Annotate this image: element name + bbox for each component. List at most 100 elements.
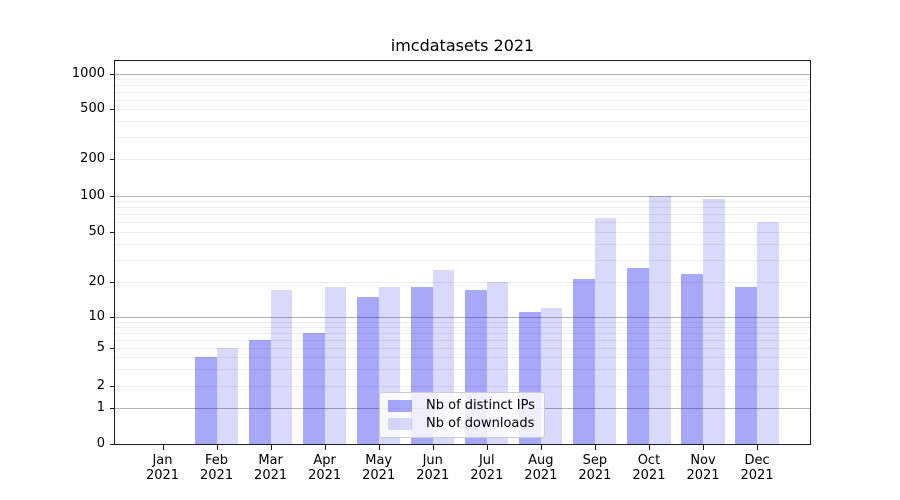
y-axis-tick-mark bbox=[109, 282, 114, 283]
bar-distinct-ips bbox=[681, 274, 703, 444]
bar-distinct-ips bbox=[249, 339, 271, 444]
legend: Nb of distinct IPs Nb of downloads bbox=[379, 392, 545, 438]
y-axis-tick-mark bbox=[109, 159, 114, 160]
x-tick-month: Dec bbox=[744, 453, 770, 468]
gridline-minor bbox=[115, 100, 810, 101]
y-axis-tick-mark bbox=[109, 347, 114, 349]
x-axis-tick-mark bbox=[594, 445, 596, 450]
bar-downloads bbox=[540, 308, 563, 444]
bar-downloads bbox=[703, 198, 725, 444]
x-axis-tick-mark bbox=[432, 445, 434, 450]
x-axis-tick-mark bbox=[540, 445, 542, 450]
gridline-major bbox=[115, 74, 810, 75]
y-axis-tick-mark bbox=[109, 408, 114, 410]
y-axis-tick-label: 1000 bbox=[71, 66, 105, 81]
bar-downloads bbox=[757, 222, 779, 444]
y-axis-tick-label: 1 bbox=[96, 400, 105, 416]
gridline-minor bbox=[115, 339, 810, 341]
bar-downloads bbox=[594, 218, 617, 444]
plot-area bbox=[114, 60, 811, 445]
y-axis-tick-mark bbox=[109, 74, 114, 75]
gridline-major bbox=[115, 317, 810, 319]
x-axis-tick-label: Mar 2021 bbox=[240, 453, 302, 483]
bar-downloads bbox=[216, 347, 239, 444]
x-tick-month: Jun bbox=[422, 453, 443, 468]
x-tick-month: Mar bbox=[258, 453, 283, 468]
legend-item-distinct-ips: Nb of distinct IPs bbox=[388, 398, 536, 414]
gridline-minor bbox=[115, 137, 810, 138]
x-axis-tick-label: Sep 2021 bbox=[564, 453, 626, 483]
bar-distinct-ips bbox=[303, 332, 325, 444]
gridline-minor bbox=[115, 282, 810, 283]
y-axis-tick-label: 0 bbox=[96, 436, 105, 451]
x-tick-month: Aug bbox=[528, 453, 554, 468]
x-axis-tick-label: Oct 2021 bbox=[618, 453, 680, 483]
y-axis-tick-mark bbox=[109, 109, 114, 111]
gridline-minor bbox=[115, 214, 810, 216]
y-axis-tick-label: 500 bbox=[80, 101, 105, 117]
x-axis-tick-label: Nov 2021 bbox=[672, 453, 734, 483]
x-axis-tick-label: May 2021 bbox=[348, 453, 410, 483]
gridline-minor bbox=[115, 85, 810, 87]
gridline-minor bbox=[115, 92, 810, 94]
gridline-minor bbox=[115, 79, 810, 81]
bar-downloads bbox=[270, 290, 293, 444]
y-axis-tick-mark bbox=[109, 196, 114, 197]
y-axis-tick-mark bbox=[109, 317, 114, 319]
x-tick-year: 2021 bbox=[578, 468, 612, 483]
gridline-minor bbox=[115, 231, 810, 233]
gridline-minor bbox=[115, 368, 810, 370]
x-axis-tick-mark bbox=[486, 445, 488, 450]
x-tick-year: 2021 bbox=[145, 468, 180, 483]
bar-distinct-ips bbox=[573, 279, 595, 444]
y-axis-tick-label: 10 bbox=[88, 309, 105, 325]
gridline-minor bbox=[115, 159, 810, 160]
x-axis-tick-mark bbox=[757, 445, 759, 450]
bar-downloads bbox=[648, 196, 671, 444]
y-axis-tick-label: 20 bbox=[88, 274, 105, 289]
bar-distinct-ips bbox=[194, 356, 217, 444]
x-tick-month: Feb bbox=[205, 453, 229, 468]
x-axis-tick-mark bbox=[216, 445, 218, 450]
x-tick-year: 2021 bbox=[686, 468, 720, 483]
bar-distinct-ips bbox=[357, 296, 379, 444]
x-tick-month: Sep bbox=[582, 453, 608, 468]
x-tick-month: Oct bbox=[637, 453, 661, 468]
gridline-minor bbox=[115, 222, 810, 224]
y-axis-tick-label: 5 bbox=[96, 339, 105, 355]
gridline-minor bbox=[115, 332, 810, 334]
gridline-minor bbox=[115, 321, 810, 323]
x-tick-year: 2021 bbox=[740, 468, 774, 483]
legend-swatch-distinct-ips bbox=[388, 400, 412, 412]
gridline-major bbox=[115, 196, 810, 197]
x-tick-year: 2021 bbox=[200, 468, 234, 483]
x-tick-month: May bbox=[365, 453, 393, 468]
legend-swatch-downloads bbox=[388, 418, 412, 430]
y-axis-tick-mark bbox=[109, 444, 114, 445]
x-axis-tick-mark bbox=[324, 445, 326, 450]
y-axis-tick-mark bbox=[109, 385, 114, 387]
x-axis-tick-label: Feb 2021 bbox=[186, 453, 248, 483]
bar-distinct-ips bbox=[627, 267, 649, 444]
legend-label-downloads: Nb of downloads bbox=[426, 416, 535, 431]
y-axis-tick-label: 200 bbox=[80, 151, 105, 166]
x-axis-tick-label: Dec 2021 bbox=[726, 453, 788, 483]
x-axis-tick-label: Jun 2021 bbox=[402, 453, 464, 483]
bar-downloads bbox=[324, 287, 347, 444]
x-tick-year: 2021 bbox=[632, 468, 666, 483]
x-tick-month: Jul bbox=[478, 453, 495, 468]
gridline-minor bbox=[115, 347, 810, 349]
x-tick-year: 2021 bbox=[308, 468, 342, 483]
x-axis-tick-label: Apr 2021 bbox=[294, 453, 356, 483]
x-tick-year: 2021 bbox=[524, 468, 558, 483]
x-tick-month: Apr bbox=[313, 453, 336, 468]
x-axis-tick-label: Jul 2021 bbox=[456, 453, 518, 483]
x-axis-tick-mark bbox=[270, 445, 272, 450]
x-axis-tick-mark bbox=[378, 445, 380, 450]
x-axis-tick-label: Jan 2021 bbox=[132, 453, 194, 483]
gridline-minor bbox=[115, 207, 810, 209]
legend-item-downloads: Nb of downloads bbox=[388, 416, 536, 432]
x-axis-tick-mark bbox=[162, 445, 164, 450]
gridline-minor bbox=[115, 201, 810, 203]
